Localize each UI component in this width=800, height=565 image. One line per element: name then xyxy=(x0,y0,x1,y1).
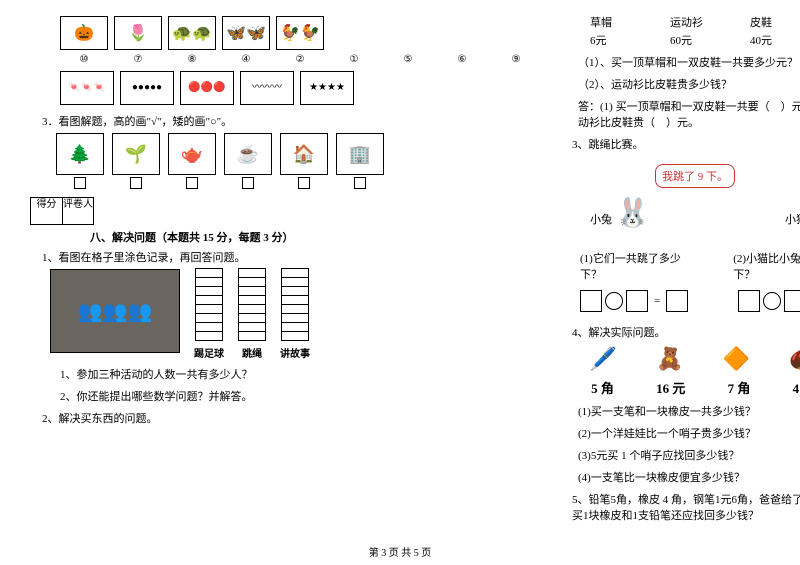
score-table: 得分 评卷人 xyxy=(30,197,540,225)
cat-label: 小猫 xyxy=(785,211,800,227)
checkbox[interactable] xyxy=(242,177,254,189)
item-hat: 草帽 xyxy=(590,14,640,30)
r-answer: 答：(1) 买一顶草帽和一双皮鞋一共要（ ）元。(2)运动衫比皮鞋贵（ ）元。 xyxy=(578,98,800,130)
score-label: 得分 xyxy=(30,197,62,225)
icon-cell: 🎃 xyxy=(60,16,108,50)
icon-cell: ★★★★ xyxy=(300,71,354,105)
price-pen: 5 角 xyxy=(591,378,614,397)
icon-row-1: 🎃 🌷 🐢🐢 🦋🦋 🐓🐓 xyxy=(60,16,540,50)
house-icon: 🏠 xyxy=(280,133,328,175)
rabbit-label: 小兔 xyxy=(590,211,612,227)
equation-2[interactable]: = xyxy=(738,290,800,312)
checkbox[interactable] xyxy=(298,177,310,189)
goods-prices: 5 角 16 元 7 角 4 元 xyxy=(570,378,800,397)
num: ① xyxy=(330,54,378,65)
bar-label: 踢足球 xyxy=(194,345,224,360)
num: ⑥ xyxy=(438,54,486,65)
sub-q2: 2、你还能提出哪些数学问题？并解答。 xyxy=(60,388,540,404)
tree-short-icon: 🌱 xyxy=(112,133,160,175)
pen-icon: 🖊️ xyxy=(590,346,617,372)
g-q4: (4)一支笔比一块橡皮便宜多少钱？ xyxy=(578,469,800,485)
q3-jump-title: 3、跳绳比赛。 xyxy=(572,136,800,152)
icon-cell: ●●●●● xyxy=(120,71,174,105)
items-row: 草帽 运动衫 皮鞋 xyxy=(590,14,800,30)
rabbit-bubble: 我跳了 9 下。 xyxy=(655,164,735,188)
doll-icon: 🧸 xyxy=(656,346,683,372)
thermos-icon: 🫖 xyxy=(168,133,216,175)
icon-cell: 🦋🦋 xyxy=(222,16,270,50)
num: ⑦ xyxy=(114,54,162,65)
section-8-title: 八、解决问题（本题共 15 分，每题 3 分） xyxy=(90,229,540,245)
item-shoes: 皮鞋 xyxy=(750,14,800,30)
jump-q1: (1)它们一共跳了多少下？ xyxy=(580,250,693,282)
icon-cell: 🐓🐓 xyxy=(276,16,324,50)
num: ⑧ xyxy=(168,54,216,65)
g-q3: (3)5元买 1 个哨子应找回多少钱？ xyxy=(578,447,800,463)
q1-text: 1、看图在格子里涂色记录，再回答问题。 xyxy=(42,249,540,265)
num: ⑨ xyxy=(492,54,540,65)
jump-q2: (2)小猫比小兔多跳几下？ xyxy=(733,250,800,282)
g-q2: (2)一个洋娃娃比一个哨子贵多少钱？ xyxy=(578,425,800,441)
num: ⑩ xyxy=(60,54,108,65)
whistle-icon: 🔶 xyxy=(723,346,750,372)
icon-cell: 🐢🐢 xyxy=(168,16,216,50)
num: ④ xyxy=(222,54,270,65)
jump-scene: 我跳了 9 下。 我跳了 11 下。 小兔 🐰 小猫 🐱 xyxy=(560,156,800,246)
icon-cell: 🔴🔴🔴 xyxy=(180,71,234,105)
bar-football[interactable] xyxy=(195,269,223,341)
price-hat: 6元 xyxy=(590,32,640,48)
icon-cell: 🍬🍬🍬 xyxy=(60,71,114,105)
equation-1[interactable]: = xyxy=(580,290,688,312)
page-footer: 第 3 页 共 5 页 xyxy=(0,544,800,559)
number-row: ⑩ ⑦ ⑧ ④ ② ① ⑤ ⑥ ⑨ xyxy=(60,54,540,65)
r-q2: （2）、运动衫比皮鞋贵多少钱？ xyxy=(578,76,800,92)
checkbox[interactable] xyxy=(354,177,366,189)
item-shirt: 运动衫 xyxy=(670,14,720,30)
building-icon: 🏢 xyxy=(336,133,384,175)
price-doll: 16 元 xyxy=(656,378,685,397)
checkbox[interactable] xyxy=(186,177,198,189)
price-shirt: 60元 xyxy=(670,32,720,48)
q3-compare-row: 🌲 🌱 🫖 ☕ 🏠 🏢 xyxy=(56,133,540,189)
chart-row: 👥👥👥 踢足球 跳绳 讲故事 xyxy=(50,269,540,360)
rabbit-icon: 🐰 xyxy=(615,196,650,230)
q3-title: 3．看图解题，高的画"√"，矮的画"○"。 xyxy=(42,113,540,129)
bar-jumprope[interactable] xyxy=(238,269,266,341)
bar-label: 讲故事 xyxy=(280,345,310,360)
tree-tall-icon: 🌲 xyxy=(56,133,104,175)
goods-icons: 🖊️ 🧸 🔶 🌰 xyxy=(570,346,800,372)
r-q1: （1）、买一顶草帽和一双皮鞋一共要多少元？ xyxy=(578,54,800,70)
g-q1: (1)买一支笔和一块橡皮一共多少钱？ xyxy=(578,403,800,419)
num: ② xyxy=(276,54,324,65)
q2-text: 2、解决买东西的问题。 xyxy=(42,410,540,426)
icon-cell: 🌷 xyxy=(114,16,162,50)
activity-photo: 👥👥👥 xyxy=(50,269,180,353)
price-whistle: 7 角 xyxy=(728,378,751,397)
price-shoes: 40元 xyxy=(750,32,800,48)
grader-label: 评卷人 xyxy=(62,197,94,225)
bar-label: 跳绳 xyxy=(242,345,262,360)
price-eraser: 4 元 xyxy=(793,378,800,397)
bar-story[interactable] xyxy=(281,269,309,341)
q5: 5、铅笔5角，橡皮 4 角，钢笔1元6角，爸爸给了我1元，买1块橡皮和1支铅笔还… xyxy=(572,491,800,523)
eraser-icon: 🌰 xyxy=(789,346,800,372)
sub-q1: 1、参加三种活动的人数一共有多少人？ xyxy=(60,366,540,382)
num: ⑤ xyxy=(384,54,432,65)
checkbox[interactable] xyxy=(130,177,142,189)
price-row: 6元 60元 40元 xyxy=(590,32,800,48)
checkbox[interactable] xyxy=(74,177,86,189)
icon-cell: 〰〰〰 xyxy=(240,71,294,105)
q4-title: 4、解决实际问题。 xyxy=(572,324,800,340)
cup-icon: ☕ xyxy=(224,133,272,175)
icon-row-2: 🍬🍬🍬 ●●●●● 🔴🔴🔴 〰〰〰 ★★★★ xyxy=(60,71,540,105)
